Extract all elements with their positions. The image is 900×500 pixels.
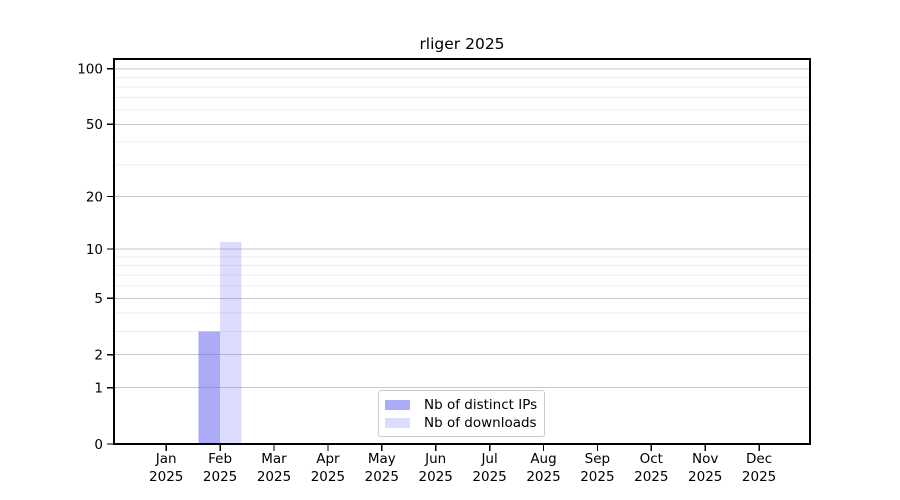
- x-tick-label-year: 2025: [526, 469, 560, 485]
- x-tick-label-year: 2025: [311, 469, 345, 485]
- y-major-gridlines: [114, 68, 810, 389]
- x-tick-label-month: Jul: [480, 451, 497, 467]
- x-tick-label-year: 2025: [634, 469, 668, 485]
- y-tick-label: 5: [94, 291, 103, 307]
- legend-label: Nb of downloads: [424, 414, 537, 431]
- legend-item-0: Nb of distinct IPs: [385, 396, 538, 413]
- x-tick-label-month: Feb: [208, 451, 232, 467]
- x-tick-label-year: 2025: [203, 469, 237, 485]
- legend: Nb of distinct IPs Nb of downloads: [378, 390, 545, 437]
- x-tick-label-month: Dec: [746, 451, 772, 467]
- x-tick-label-year: 2025: [419, 469, 453, 485]
- chart-title: rliger 2025: [419, 35, 505, 53]
- y-tick-label: 0: [94, 437, 103, 453]
- y-tick-label: 20: [86, 189, 103, 205]
- legend-swatch-icon: [385, 417, 410, 428]
- y-minor-gridlines: [114, 76, 810, 332]
- x-tick-label-year: 2025: [742, 469, 776, 485]
- legend-label: Nb of distinct IPs: [424, 396, 538, 413]
- x-axis-ticks: Jan 2025 Feb 2025 Mar 2025 Apr 2025 May 2025 Jun 20…: [149, 444, 776, 485]
- bar-feb-series0: [198, 331, 221, 444]
- y-tick-label: 100: [77, 62, 103, 78]
- legend-item-1: Nb of downloads: [385, 414, 537, 431]
- x-tick-label-month: May: [368, 451, 396, 467]
- x-tick-label-year: 2025: [365, 469, 399, 485]
- bars: [198, 242, 242, 444]
- x-tick-label-month: Oct: [640, 451, 663, 467]
- y-tick-label: 2: [94, 347, 103, 363]
- x-tick-label-month: Aug: [530, 451, 556, 467]
- x-tick-label-month: Jan: [155, 451, 177, 467]
- plot-border: [113, 58, 811, 445]
- x-tick-label-year: 2025: [149, 469, 183, 485]
- x-tick-label-month: Jun: [424, 451, 446, 467]
- x-tick-label-year: 2025: [472, 469, 506, 485]
- x-tick-label-year: 2025: [580, 469, 614, 485]
- bar-feb-series1: [220, 242, 242, 444]
- x-tick-label-year: 2025: [257, 469, 291, 485]
- x-tick-label-year: 2025: [688, 469, 722, 485]
- y-tick-label: 50: [86, 117, 103, 133]
- x-tick-label-month: Apr: [316, 451, 340, 467]
- y-axis-ticks: 0 1 2 5 10 20 50 100: [77, 62, 114, 453]
- x-tick-label-month: Mar: [261, 451, 287, 467]
- x-tick-label-month: Nov: [692, 451, 718, 467]
- y-tick-label: 10: [86, 242, 103, 258]
- legend-swatch-icon: [385, 399, 410, 410]
- y-tick-label: 1: [94, 380, 103, 396]
- x-tick-label-month: Sep: [585, 451, 610, 467]
